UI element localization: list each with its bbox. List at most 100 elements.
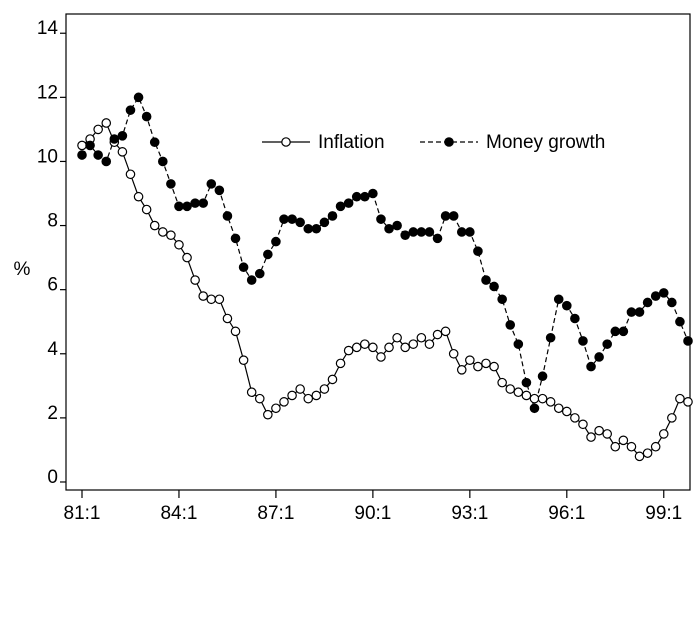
data-point: [513, 387, 524, 398]
data-point: [303, 393, 314, 404]
data-point: [561, 406, 572, 417]
data-point: [521, 377, 532, 388]
data-point: [602, 429, 612, 439]
data-point: [586, 432, 596, 442]
data-point: [481, 275, 491, 285]
data-point: [473, 361, 483, 372]
data-point: [675, 393, 685, 404]
data-point: [214, 294, 225, 305]
legend-marker: [444, 137, 454, 147]
data-point: [683, 336, 693, 346]
data-point: [174, 239, 184, 250]
data-point: [295, 217, 305, 228]
data-point: [351, 191, 362, 202]
data-point: [295, 384, 305, 394]
data-point: [416, 332, 427, 343]
data-point: [198, 198, 208, 208]
data-point: [376, 214, 386, 224]
data-point: [473, 246, 483, 256]
legend-label: Money growth: [486, 132, 605, 153]
y-tick-label: 10: [37, 146, 58, 167]
data-point: [311, 223, 322, 234]
data-point: [594, 425, 604, 436]
data-point: [77, 140, 87, 151]
data-point: [408, 227, 419, 237]
data-point: [497, 294, 507, 305]
data-point: [125, 105, 136, 115]
data-point: [271, 403, 281, 414]
data-point: [271, 236, 281, 247]
x-tick-label: 84:1: [160, 503, 197, 524]
data-point: [359, 191, 370, 202]
data-point: [586, 361, 596, 372]
data-point: [77, 150, 87, 160]
data-point: [553, 403, 564, 414]
data-point: [109, 134, 120, 144]
data-point: [521, 390, 532, 401]
data-point: [246, 387, 257, 398]
data-point: [85, 140, 95, 151]
x-tick-label: 96:1: [548, 503, 585, 524]
plot-frame: [65, 13, 691, 491]
data-point: [190, 198, 200, 208]
data-point: [634, 451, 645, 462]
data-point: [319, 217, 330, 228]
data-point: [456, 364, 467, 375]
data-point: [529, 393, 540, 404]
data-point: [335, 201, 346, 212]
data-point: [198, 291, 208, 301]
data-point: [626, 441, 637, 452]
data-point: [634, 307, 645, 317]
data-point: [400, 342, 410, 353]
data-point: [602, 339, 612, 349]
data-point: [125, 169, 136, 180]
data-point: [570, 313, 580, 324]
data-point: [133, 92, 144, 103]
data-point: [667, 297, 677, 308]
data-point: [553, 294, 564, 305]
data-point: [578, 419, 588, 430]
data-point: [456, 227, 467, 237]
data-point: [263, 409, 273, 420]
data-point: [513, 339, 524, 349]
data-point: [190, 275, 200, 285]
data-point: [424, 339, 435, 349]
data-point: [368, 342, 378, 353]
data-point: [481, 358, 491, 369]
data-point: [392, 220, 402, 231]
data-point: [368, 188, 378, 199]
data-point: [489, 361, 499, 372]
data-point: [117, 147, 128, 157]
data-point: [174, 201, 184, 212]
data-point: [561, 300, 572, 311]
data-point: [667, 413, 677, 423]
data-point: [214, 185, 225, 196]
data-point: [117, 131, 128, 141]
x-tick-label: 81:1: [64, 503, 101, 524]
data-point: [287, 214, 297, 224]
data-point: [416, 227, 427, 237]
data-point: [222, 211, 233, 221]
data-point: [392, 332, 402, 343]
data-point: [327, 374, 338, 385]
legend-marker: [281, 137, 291, 147]
data-point: [287, 390, 297, 401]
y-tick-label: 6: [47, 275, 58, 296]
data-point: [182, 252, 192, 263]
data-point: [497, 377, 507, 388]
data-point: [311, 390, 322, 401]
data-point: [537, 371, 548, 382]
data-point: [683, 397, 693, 407]
data-point: [279, 397, 289, 407]
data-point: [263, 249, 273, 260]
data-point: [246, 275, 257, 285]
data-point: [319, 384, 330, 394]
y-tick-label: 8: [47, 211, 58, 232]
data-point: [384, 342, 394, 353]
y-tick-label: 12: [37, 82, 58, 103]
data-point: [505, 384, 516, 394]
data-point: [650, 441, 661, 452]
data-point: [230, 326, 241, 337]
data-point: [424, 227, 435, 237]
data-point: [594, 352, 604, 362]
